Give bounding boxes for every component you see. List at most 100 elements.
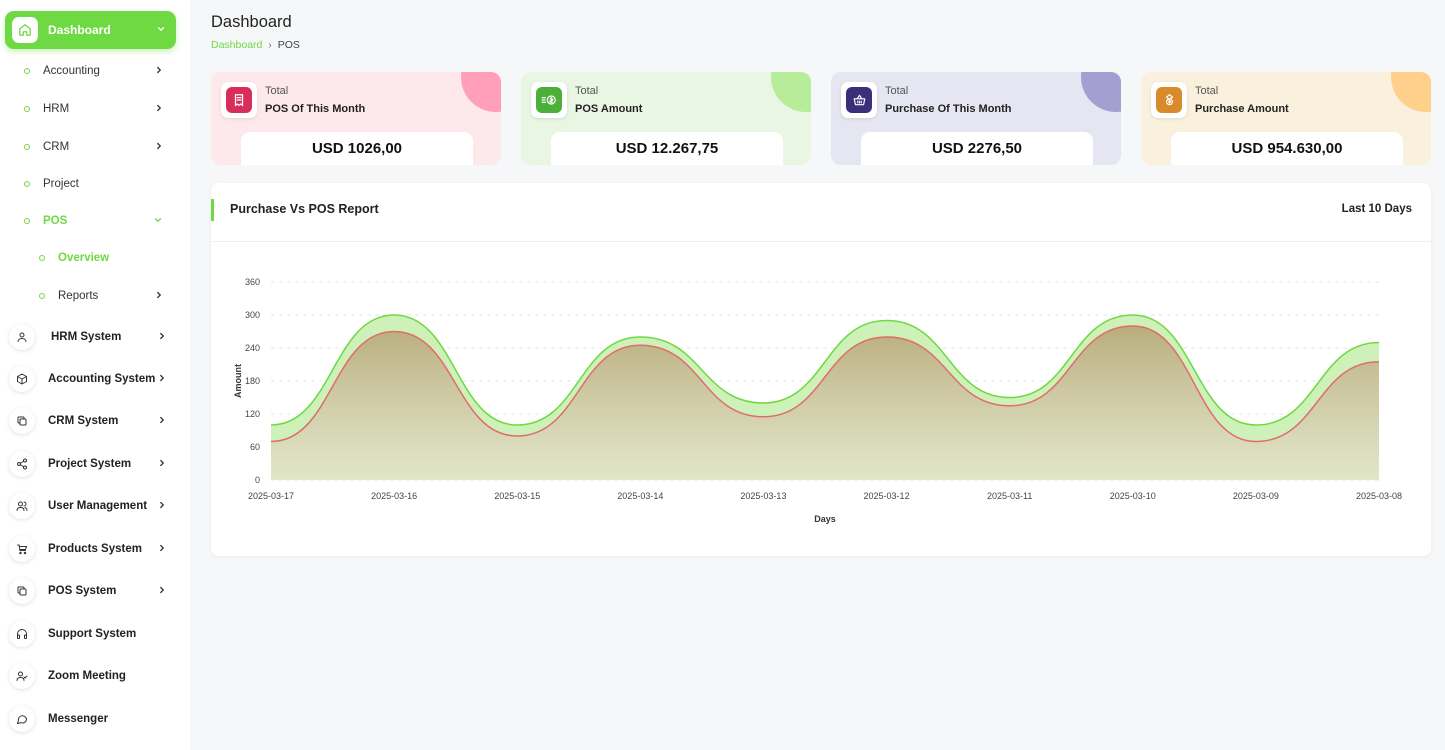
y-axis-label: Amount — [233, 364, 243, 398]
card-total-label: Total — [575, 85, 599, 97]
sidebar-item-label: Dashboard — [48, 23, 111, 37]
sidebar-item-crm-system[interactable]: CRM System — [0, 404, 190, 438]
sidebar-item-hrm-system[interactable]: HRM System — [0, 320, 190, 354]
x-tick-label: 2025-03-13 — [740, 491, 786, 501]
card-corner-decoration — [1081, 72, 1121, 112]
card-corner-decoration — [461, 72, 501, 112]
y-tick-label: 300 — [245, 310, 260, 320]
breadcrumb-link-dashboard[interactable]: Dashboard — [211, 39, 263, 51]
sidebar-item-label: Zoom Meeting — [48, 670, 126, 682]
x-tick-label: 2025-03-10 — [1110, 491, 1156, 501]
chevron-right-icon — [157, 543, 167, 556]
card-name: POS Of This Month — [265, 103, 366, 115]
sidebar-item-label: HRM System — [51, 331, 122, 343]
card-value: USD 12.267,75 — [551, 132, 783, 165]
sidebar-item-label: Project System — [48, 458, 132, 470]
area-chart: 0 60 120 180 240 300 360 2025-03-17 2025-03-16 20… — [233, 277, 1402, 524]
chevron-down-icon — [153, 215, 163, 228]
series-line-1 — [270, 314, 1380, 426]
sidebar-item-label: User Management — [48, 500, 148, 512]
report-panel: Purchase Vs POS Report Last 10 Days 0 60 1… — [211, 183, 1431, 556]
chevron-right-icon — [157, 500, 167, 513]
card-value: USD 1026,00 — [241, 132, 473, 165]
x-tick-label: 2025-03-08 — [1356, 491, 1402, 501]
sidebar-item-project[interactable]: Project — [0, 169, 190, 199]
user-check-icon — [9, 663, 35, 689]
share-icon — [9, 451, 35, 477]
basket-icon — [846, 87, 872, 113]
sidebar-item-user-management[interactable]: User Management — [0, 489, 190, 523]
card-icon-wrapper — [841, 82, 877, 118]
card-icon-wrapper — [221, 82, 257, 118]
bullet-icon — [24, 218, 30, 224]
sidebar-item-products-system[interactable]: Products System — [0, 532, 190, 566]
y-tick-label: 180 — [245, 376, 260, 386]
series-line-2 — [270, 325, 1380, 443]
card-icon-wrapper — [1151, 82, 1187, 118]
sidebar-item-messenger[interactable]: Messenger — [0, 702, 190, 736]
message-icon — [9, 706, 35, 732]
report-range[interactable]: Last 10 Days — [1341, 203, 1412, 215]
sidebar-item-label: CRM System — [48, 415, 119, 427]
layers-icon — [9, 408, 35, 434]
y-tick-label: 120 — [245, 409, 260, 419]
breadcrumb: Dashboard › POS — [211, 39, 300, 51]
chevron-right-icon — [154, 103, 164, 116]
sidebar-item-label: Reports — [58, 290, 99, 302]
sidebar-item-accounting[interactable]: Accounting — [0, 56, 190, 86]
x-tick-label: 2025-03-12 — [864, 491, 910, 501]
bullet-icon — [24, 68, 30, 74]
chevron-right-icon: › — [268, 39, 272, 51]
bullet-icon — [39, 255, 45, 261]
sidebar-item-crm[interactable]: CRM — [0, 132, 190, 162]
bullet-icon — [24, 106, 30, 112]
chevron-down-icon — [156, 21, 166, 39]
sidebar-item-reports[interactable]: Reports — [0, 281, 190, 311]
x-tick-label: 2025-03-09 — [1233, 491, 1279, 501]
x-tick-label: 2025-03-11 — [987, 491, 1032, 501]
card-name: Purchase Amount — [1195, 103, 1289, 115]
panel-accent-bar — [211, 199, 214, 221]
stat-card-pos-amount: Total POS Amount USD 12.267,75 — [521, 72, 811, 165]
sidebar-item-label: CRM — [43, 141, 70, 153]
chevron-right-icon — [154, 65, 164, 78]
stat-card-pos-month: Total POS Of This Month USD 1026,00 — [211, 72, 501, 165]
sidebar-item-zoom-meeting[interactable]: Zoom Meeting — [0, 659, 190, 693]
sidebar-item-accounting-system[interactable]: Accounting System — [0, 362, 190, 396]
sidebar-item-dashboard[interactable]: Dashboard — [5, 11, 176, 49]
bullet-icon — [39, 293, 45, 299]
layers-icon — [9, 578, 35, 604]
sidebar-item-hrm[interactable]: HRM — [0, 94, 190, 124]
sidebar-item-project-system[interactable]: Project System — [0, 447, 190, 481]
x-tick-label: 2025-03-17 — [248, 491, 294, 501]
sidebar-item-pos-system[interactable]: POS System — [0, 574, 190, 608]
cart-icon — [9, 536, 35, 562]
chevron-right-icon — [154, 141, 164, 154]
card-total-label: Total — [1195, 85, 1219, 97]
chevron-right-icon — [157, 415, 167, 428]
sidebar-item-overview[interactable]: Overview — [0, 243, 190, 273]
chevron-right-icon — [154, 290, 164, 303]
headphones-icon — [9, 621, 35, 647]
sidebar-item-label: POS System — [48, 585, 117, 597]
sidebar-item-support-system[interactable]: Support System — [0, 617, 190, 651]
sidebar: Dashboard Accounting HRM CRM Project POS… — [0, 0, 190, 750]
card-value: USD 954.630,00 — [1171, 132, 1403, 165]
sidebar-item-label: HRM — [43, 103, 70, 115]
stat-card-purchase-amount: Total Purchase Amount USD 954.630,00 — [1141, 72, 1431, 165]
sidebar-item-pos[interactable]: POS — [0, 206, 190, 236]
sidebar-item-label: Products System — [48, 543, 142, 555]
x-tick-label: 2025-03-15 — [494, 491, 540, 501]
card-total-label: Total — [885, 85, 909, 97]
sidebar-item-label: Messenger — [48, 713, 109, 725]
bullet-icon — [24, 181, 30, 187]
card-value: USD 2276,50 — [861, 132, 1093, 165]
y-tick-label: 360 — [245, 277, 260, 287]
x-axis-label: Days — [814, 514, 836, 524]
x-tick-label: 2025-03-16 — [371, 491, 417, 501]
y-tick-label: 240 — [245, 343, 260, 353]
x-tick-label: 2025-03-14 — [617, 491, 663, 501]
sidebar-item-label: Support System — [48, 628, 137, 640]
card-name: Purchase Of This Month — [885, 103, 1012, 115]
card-corner-decoration — [1391, 72, 1431, 112]
